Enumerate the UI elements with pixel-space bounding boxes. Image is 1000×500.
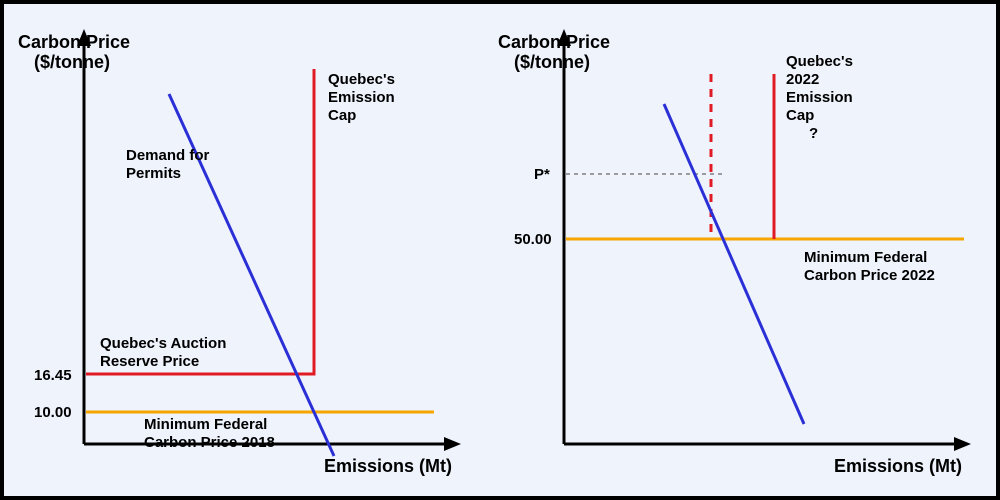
cap-label-2: 2022 xyxy=(786,71,819,88)
minfed-label-1: Minimum Federal xyxy=(144,416,267,433)
p-star-label: P* xyxy=(534,166,550,183)
y-axis-title-1: Carbon Price xyxy=(498,32,610,52)
min-fed-tick: 10.00 xyxy=(34,404,72,421)
cap-label-1: Quebec's xyxy=(786,53,853,70)
demand-label-2: Permits xyxy=(126,165,181,182)
x-axis-title: Emissions (Mt) xyxy=(834,456,962,476)
minfed-label-2: Carbon Price 2022 xyxy=(804,267,935,284)
x-axis-arrow xyxy=(954,437,971,451)
x-axis-arrow xyxy=(444,437,461,451)
reserve-label-2: Reserve Price xyxy=(100,353,199,370)
cap-label-4: Cap xyxy=(786,107,814,124)
min-fed-tick: 50.00 xyxy=(514,231,552,248)
y-axis-title-2: ($/tonne) xyxy=(34,52,110,72)
reserve-label-1: Quebec's Auction xyxy=(100,335,226,352)
minfed-label-2: Carbon Price 2018 xyxy=(144,434,275,451)
y-axis-title-2: ($/tonne) xyxy=(514,52,590,72)
cap-label-2: Emission xyxy=(328,89,395,106)
cap-label-3: Emission xyxy=(786,89,853,106)
left-panel: Carbon Price ($/tonne) Emissions (Mt) 16… xyxy=(18,29,461,476)
y-axis-title-1: Carbon Price xyxy=(18,32,130,52)
figure-svg: Carbon Price ($/tonne) Emissions (Mt) 16… xyxy=(4,4,996,496)
cap-label-3: Cap xyxy=(328,107,356,124)
demand-line xyxy=(664,104,804,424)
figure-frame: Carbon Price ($/tonne) Emissions (Mt) 16… xyxy=(0,0,1000,500)
cap-label-5: ? xyxy=(809,125,818,142)
reserve-price-tick: 16.45 xyxy=(34,367,72,384)
demand-label-1: Demand for xyxy=(126,147,210,164)
minfed-label-1: Minimum Federal xyxy=(804,249,927,266)
cap-label-1: Quebec's xyxy=(328,71,395,88)
right-panel: Carbon Price ($/tonne) Emissions (Mt) 50… xyxy=(498,29,971,476)
x-axis-title: Emissions (Mt) xyxy=(324,456,452,476)
quebec-cap-line xyxy=(86,69,314,374)
